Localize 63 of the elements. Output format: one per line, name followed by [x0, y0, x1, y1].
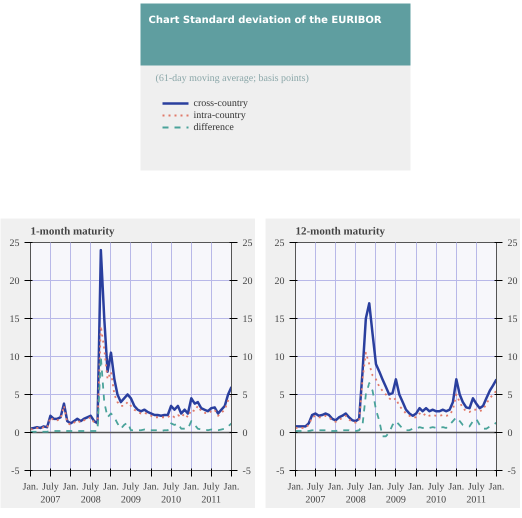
line-series — [30, 325, 232, 430]
x-tick-label: July 2010 — [161, 482, 182, 506]
y2-tick-label: 20 — [508, 276, 518, 287]
x-tick-label: Jan. — [328, 482, 344, 492]
y2-tick-label: 5 — [508, 390, 512, 401]
text: Chart Standard deviation of the EURIBOR — [148, 15, 382, 26]
x-tick-label: Jan. — [408, 482, 424, 492]
y2-tick-label: 10 — [508, 352, 518, 363]
x-tick-label: Jan. — [288, 482, 304, 492]
line-series — [296, 302, 496, 428]
y-tick-label: 5 — [14, 390, 20, 401]
y2-tick-label: -5 — [508, 466, 516, 477]
y-tick-label: 25 — [274, 238, 284, 249]
text: (61-day moving average; basis points) — [156, 73, 309, 84]
x-tick-label: July 2007 — [40, 482, 60, 506]
x-tick-label: July 2011 — [201, 482, 222, 506]
x-tick-label: Jan. — [62, 482, 79, 492]
y-tick-label: 15 — [10, 314, 20, 325]
y2-tick-label: 15 — [508, 314, 518, 325]
x-tick-label: Jan. — [143, 482, 160, 492]
x-tick-label: July 2009 — [120, 482, 141, 506]
y-tick-label: 20 — [274, 276, 284, 287]
x-tick-label: Jan. — [103, 482, 119, 492]
x-tick-label: July 2010 — [426, 482, 446, 506]
y-tick-label: 10 — [274, 352, 284, 363]
line-series — [30, 248, 232, 430]
x-tick-label: July 2011 — [466, 482, 486, 506]
y2-tick-label: 0 — [508, 428, 512, 439]
y-tick-label: 15 — [274, 314, 284, 325]
x-tick-label: Jan. — [488, 482, 504, 492]
y2-tick-label: 10 — [242, 352, 252, 363]
x-tick-label: Jan. — [448, 482, 464, 492]
x-tick-label: July 2007 — [305, 482, 326, 506]
y2-tick-label: 5 — [242, 390, 248, 401]
x-tick-label: July 2008 — [80, 482, 101, 506]
legend-label: intra-country — [194, 110, 246, 121]
y-tick-label: 10 — [10, 352, 20, 363]
y2-tick-label: 20 — [242, 276, 252, 287]
y-tick-label: 20 — [10, 276, 20, 287]
chart-title: 1-month maturity — [30, 226, 116, 238]
y2-tick-label: -5 — [242, 466, 251, 477]
chart-title: 12-month maturity — [296, 226, 386, 238]
y2-tick-label: 25 — [508, 238, 518, 249]
y2-tick-label: 25 — [242, 238, 252, 249]
y-tick-label: 5 — [280, 390, 284, 401]
x-tick-label: Jan. — [368, 482, 384, 492]
line-series — [296, 382, 496, 438]
x-tick-label: Jan. — [183, 482, 200, 492]
y-tick-label: -5 — [276, 466, 285, 477]
legend-label: cross-country — [194, 98, 248, 109]
y-tick-label: 0 — [14, 428, 20, 439]
x-tick-label: July 2008 — [346, 482, 366, 506]
line-series — [30, 356, 232, 433]
x-tick-label: Jan. — [224, 482, 240, 492]
y2-tick-label: 15 — [242, 314, 252, 325]
x-tick-label: Jan. — [22, 482, 38, 492]
legend-label: difference — [194, 122, 234, 133]
y-tick-label: 0 — [280, 428, 284, 439]
y-tick-label: -5 — [11, 466, 20, 477]
x-tick-label: July 2009 — [386, 482, 406, 506]
line-series — [296, 352, 496, 429]
y2-tick-label: 0 — [242, 428, 248, 439]
y-tick-label: 25 — [10, 238, 20, 249]
